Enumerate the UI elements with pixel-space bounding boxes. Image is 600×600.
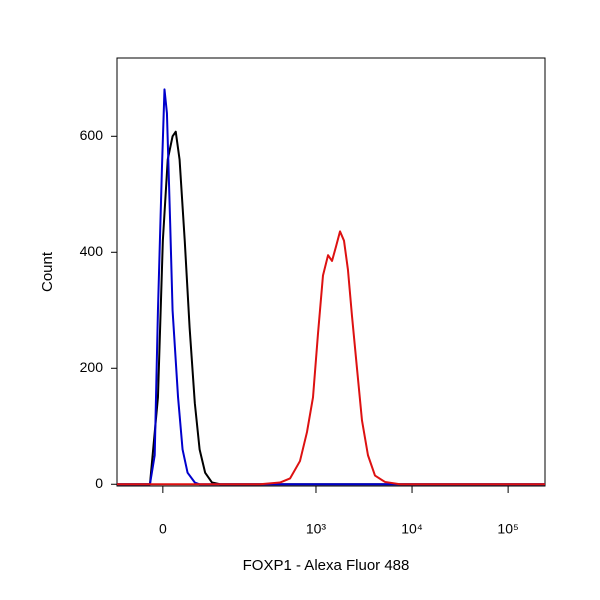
histogram-line	[117, 130, 545, 486]
y-tick-label: 600	[80, 127, 104, 143]
y-tick-label: 400	[80, 243, 104, 259]
x-axis-title: FOXP1 - Alexa Fluor 488	[243, 557, 410, 574]
histogram-line	[117, 230, 545, 486]
y-axis-title: Count	[39, 251, 56, 292]
y-tick-label: 200	[80, 359, 104, 375]
x-tick-label: 10⁴	[401, 521, 423, 537]
x-tick-label: 10⁵	[497, 521, 518, 537]
histogram-line	[117, 88, 545, 486]
y-tick-label: 0	[95, 475, 103, 491]
x-tick-label: 10³	[306, 521, 327, 537]
plot-frame	[116, 57, 546, 487]
x-tick-label: 0	[159, 521, 167, 537]
